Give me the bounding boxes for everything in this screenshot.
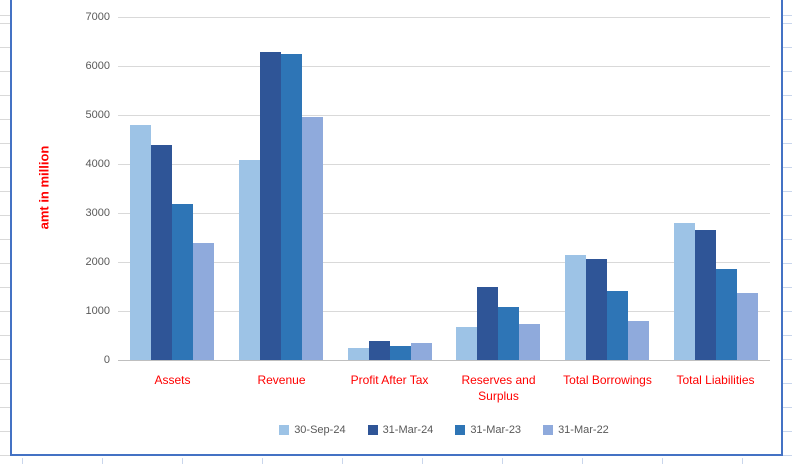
bar-31-Mar-23-profit-after-tax[interactable] bbox=[390, 346, 411, 360]
bar-31-Mar-24-profit-after-tax[interactable] bbox=[369, 341, 390, 360]
y-tick-label: 7000 bbox=[85, 11, 110, 23]
bar-31-Mar-23-reserves-and-surplus[interactable] bbox=[498, 307, 519, 360]
spreadsheet-left-margin bbox=[0, 0, 10, 464]
bar-31-Mar-24-reserves-and-surplus[interactable] bbox=[477, 287, 498, 360]
category-label-reserves-and-surplus: Reserves and Surplus bbox=[461, 373, 536, 403]
y-tick-label: 6000 bbox=[85, 60, 110, 72]
bar-31-Mar-22-revenue[interactable] bbox=[302, 117, 323, 360]
bar-31-Mar-24-total-liabilities[interactable] bbox=[695, 230, 716, 360]
legend-item-31-Mar-24[interactable]: 31-Mar-24 bbox=[367, 424, 434, 436]
category-label-total-borrowings: Total Borrowings bbox=[563, 373, 652, 387]
bar-31-Mar-22-assets[interactable] bbox=[193, 243, 214, 360]
y-axis-title: amt in million bbox=[36, 145, 52, 230]
y-tick-label: 4000 bbox=[85, 158, 110, 170]
bar-30-Sep-24-reserves-and-surplus[interactable] bbox=[456, 327, 477, 360]
bar-31-Mar-24-assets[interactable] bbox=[151, 145, 172, 360]
y-tick-label: 5000 bbox=[85, 109, 110, 121]
gridline bbox=[118, 262, 770, 263]
spreadsheet-bottom-row bbox=[10, 458, 782, 464]
legend-item-30-Sep-24[interactable]: 30-Sep-24 bbox=[279, 424, 346, 436]
category-label-revenue: Revenue bbox=[257, 373, 306, 387]
bar-31-Mar-23-total-liabilities[interactable] bbox=[716, 269, 737, 360]
gridline bbox=[118, 115, 770, 116]
chart-legend: 30-Sep-24 31-Mar-24 31-Mar-23 31-Mar-22 bbox=[118, 422, 770, 438]
bar-31-Mar-23-total-borrowings[interactable] bbox=[607, 291, 628, 360]
bar-31-Mar-22-total-borrowings[interactable] bbox=[628, 321, 649, 360]
bar-30-Sep-24-total-borrowings[interactable] bbox=[565, 255, 586, 360]
legend-label: 31-Mar-23 bbox=[470, 424, 522, 436]
gridline bbox=[118, 213, 770, 214]
bar-30-Sep-24-assets[interactable] bbox=[130, 125, 151, 360]
spreadsheet-right-margin bbox=[782, 0, 792, 464]
bar-31-Mar-22-total-liabilities[interactable] bbox=[737, 293, 758, 360]
legend-swatch-icon bbox=[367, 425, 378, 435]
legend-item-31-Mar-23[interactable]: 31-Mar-23 bbox=[455, 424, 521, 436]
category-label-total-liabilities: Total Liabilities bbox=[676, 373, 755, 387]
bar-31-Mar-23-revenue[interactable] bbox=[281, 54, 302, 360]
legend-item-31-Mar-22[interactable]: 31-Mar-22 bbox=[543, 424, 609, 436]
category-label-assets: Assets bbox=[154, 373, 191, 387]
y-tick-label: 2000 bbox=[85, 256, 110, 268]
bar-30-Sep-24-revenue[interactable] bbox=[239, 160, 260, 360]
legend-label: 30-Sep-24 bbox=[294, 424, 346, 436]
gridline bbox=[118, 66, 770, 67]
legend-label: 31-Mar-22 bbox=[558, 424, 609, 436]
bar-31-Mar-24-total-borrowings[interactable] bbox=[586, 259, 607, 360]
legend-swatch-icon bbox=[455, 425, 466, 435]
bar-31-Mar-23-assets[interactable] bbox=[172, 204, 193, 360]
x-axis-line bbox=[118, 360, 770, 361]
bar-31-Mar-22-profit-after-tax[interactable] bbox=[411, 343, 432, 360]
legend-swatch-icon bbox=[543, 425, 554, 435]
y-tick-label: 3000 bbox=[85, 207, 110, 219]
gridline bbox=[118, 311, 770, 312]
gridline bbox=[118, 17, 770, 18]
bar-30-Sep-24-total-liabilities[interactable] bbox=[674, 223, 695, 360]
category-label-profit-after-tax: Profit After Tax bbox=[350, 373, 429, 387]
y-tick-label: 1000 bbox=[85, 305, 110, 317]
legend-swatch-icon bbox=[279, 425, 290, 435]
bar-30-Sep-24-profit-after-tax[interactable] bbox=[348, 348, 369, 360]
y-tick-label: 0 bbox=[103, 354, 110, 366]
bar-31-Mar-24-revenue[interactable] bbox=[260, 52, 281, 360]
legend-label: 31-Mar-24 bbox=[382, 424, 434, 436]
gridline bbox=[118, 164, 770, 165]
bar-31-Mar-22-reserves-and-surplus[interactable] bbox=[519, 324, 540, 360]
